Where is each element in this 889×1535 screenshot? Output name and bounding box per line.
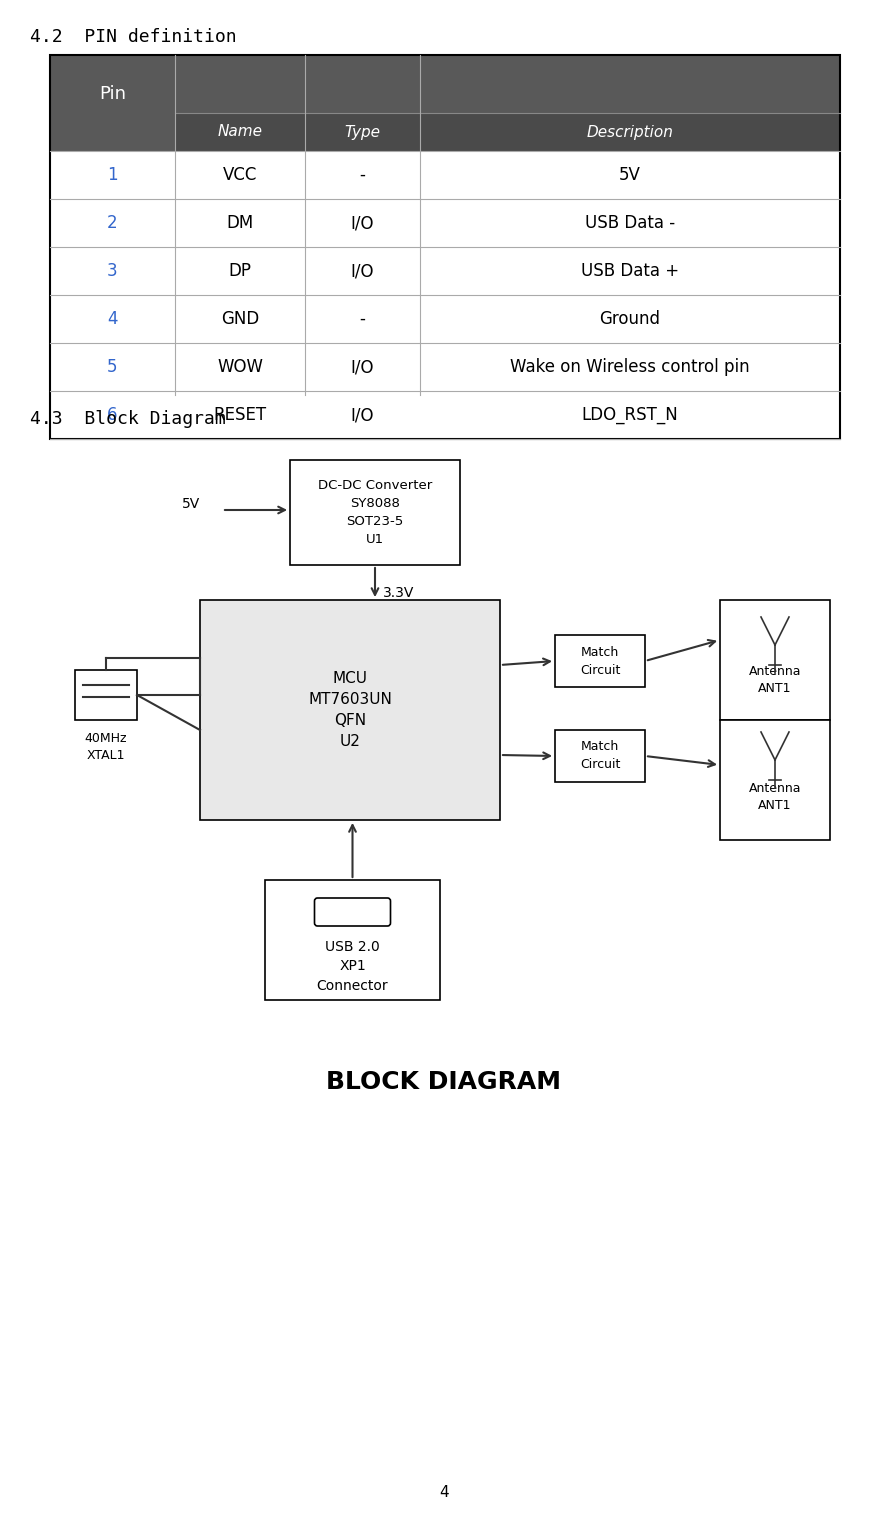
Bar	[290, 460, 460, 565]
Bar	[50, 200, 840, 247]
Text: MCU
MT7603UN
QFN
U2: MCU MT7603UN QFN U2	[308, 671, 392, 749]
Text: 5: 5	[108, 358, 117, 376]
Bar	[50, 342, 840, 391]
Bar	[420, 114, 840, 150]
Text: USB 2.0
XP1
Connector: USB 2.0 XP1 Connector	[316, 939, 388, 993]
Bar	[50, 247, 840, 295]
Text: Antenna
ANT1: Antenna ANT1	[749, 781, 801, 812]
Text: 4.2  PIN definition: 4.2 PIN definition	[30, 28, 236, 46]
Text: 3.3V: 3.3V	[383, 586, 414, 600]
Text: USB Data -: USB Data -	[585, 213, 675, 232]
Bar	[50, 55, 840, 439]
Text: WOW: WOW	[217, 358, 263, 376]
Text: I/O: I/O	[351, 358, 374, 376]
Text: GND: GND	[220, 310, 259, 328]
Bar	[50, 55, 840, 150]
Bar	[265, 880, 440, 999]
FancyBboxPatch shape	[315, 898, 390, 926]
Text: BLOCK DIAGRAM: BLOCK DIAGRAM	[326, 1070, 562, 1094]
Text: -: -	[359, 166, 365, 184]
Text: USB Data +: USB Data +	[581, 262, 679, 279]
Text: RESET: RESET	[213, 405, 267, 424]
Bar	[200, 600, 500, 820]
Text: 2: 2	[108, 213, 118, 232]
Bar	[50, 150, 840, 200]
Text: DM: DM	[227, 213, 253, 232]
Bar	[75, 669, 137, 720]
Bar	[50, 391, 840, 439]
Text: Description: Description	[587, 124, 674, 140]
Text: I/O: I/O	[351, 213, 374, 232]
Text: 1: 1	[108, 166, 118, 184]
Bar	[555, 635, 645, 688]
Text: Pin: Pin	[99, 84, 126, 103]
Text: 5V: 5V	[181, 497, 200, 511]
Text: Name: Name	[218, 124, 262, 140]
Text: LDO_RST_N: LDO_RST_N	[581, 405, 678, 424]
Bar	[175, 114, 305, 150]
Text: 4: 4	[439, 1484, 449, 1500]
Bar	[720, 720, 830, 840]
Text: 5V: 5V	[619, 166, 641, 184]
Text: Ground: Ground	[599, 310, 661, 328]
Text: I/O: I/O	[351, 262, 374, 279]
Text: 3: 3	[108, 262, 118, 279]
Text: VCC: VCC	[223, 166, 257, 184]
Text: Wake on Wireless control pin: Wake on Wireless control pin	[510, 358, 749, 376]
Text: Match
Circuit: Match Circuit	[580, 740, 621, 772]
Text: I/O: I/O	[351, 405, 374, 424]
Text: Type: Type	[345, 124, 380, 140]
Text: DP: DP	[228, 262, 252, 279]
Text: Antenna
ANT1: Antenna ANT1	[749, 665, 801, 695]
Text: 40MHz
XTAL1: 40MHz XTAL1	[84, 732, 127, 761]
Text: Match
Circuit: Match Circuit	[580, 646, 621, 677]
Bar	[720, 600, 830, 720]
Bar	[50, 295, 840, 342]
Text: 4: 4	[108, 310, 117, 328]
Bar	[305, 114, 420, 150]
Bar	[555, 731, 645, 781]
Text: 6: 6	[108, 405, 117, 424]
Text: DC-DC Converter
SY8088
SOT23-5
U1: DC-DC Converter SY8088 SOT23-5 U1	[318, 479, 432, 546]
Text: 4.3  Block Diagram: 4.3 Block Diagram	[30, 410, 226, 428]
Text: -: -	[359, 310, 365, 328]
